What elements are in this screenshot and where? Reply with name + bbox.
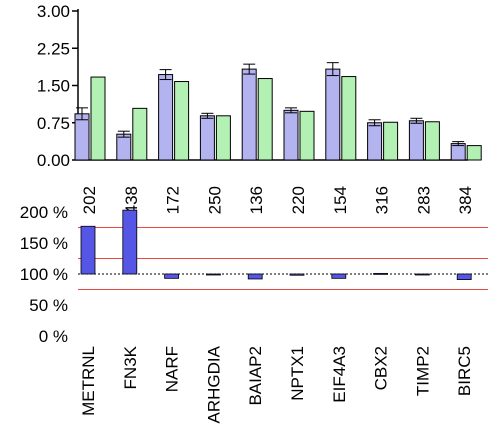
bottom-bar (414, 273, 430, 276)
bottom-y-tick-label: 0 % (39, 327, 68, 346)
count-label: 172 (164, 186, 183, 214)
count-label: 250 (205, 186, 224, 214)
count-label: 283 (414, 186, 433, 214)
top-bar-series2 (466, 145, 482, 161)
top-bar-series1 (367, 122, 383, 161)
gene-label: CBX2 (372, 346, 391, 390)
top-bar-series2 (90, 76, 106, 161)
gene-label: EIF4A3 (330, 346, 349, 403)
top-y-tick-label: 1.50 (37, 77, 70, 96)
bottom-y-tick-label: 100 % (20, 265, 68, 284)
bottom-y-tick-label: 200 % (20, 203, 68, 222)
top-bar-series1 (283, 109, 299, 161)
top-bar-series2 (215, 115, 231, 161)
top-bar-series1 (241, 68, 257, 161)
gene-label: METRNL (79, 346, 98, 416)
gene-label: ARHGDIA (204, 345, 223, 423)
gene-label: BIRC5 (455, 346, 474, 396)
top-bar-series2 (299, 110, 315, 161)
bottom-bar (247, 273, 263, 280)
count-label: 220 (289, 186, 308, 214)
count-label: 316 (373, 186, 392, 214)
top-bar-series1 (116, 133, 132, 161)
top-bar-series2 (424, 121, 440, 161)
gene-label: NPTX1 (288, 346, 307, 401)
top-y-tick-label: 3.00 (37, 2, 70, 21)
count-label: 136 (247, 186, 266, 214)
top-bar-series1 (74, 113, 90, 161)
top-bar-series2 (174, 81, 190, 161)
top-y-tick-label: 2.25 (37, 39, 70, 58)
count-label: 202 (80, 186, 99, 214)
top-y-tick-label: 0.00 (37, 151, 70, 170)
bottom-y-tick-label: 50 % (29, 296, 68, 315)
top-bar-series2 (383, 121, 399, 161)
bottom-y-tick-label: 150 % (20, 234, 68, 253)
count-label: 154 (331, 186, 350, 214)
bottom-bar (456, 273, 472, 280)
top-bar-series1 (325, 68, 341, 161)
top-bar-series2 (132, 107, 148, 161)
count-label: 438 (122, 186, 141, 214)
top-bar-series2 (257, 78, 273, 161)
bottom-bar (164, 273, 180, 279)
bottom-bar (331, 273, 347, 279)
top-bar-series1 (199, 115, 215, 161)
bottom-bar (289, 273, 305, 276)
top-bar-series1 (158, 74, 174, 161)
top-bar-series1 (408, 120, 424, 161)
bottom-bar (205, 273, 221, 276)
gene-label: TIMP2 (413, 346, 432, 396)
bottom-bar (122, 209, 138, 275)
gene-label: NARF (163, 346, 182, 392)
bottom-bar (373, 272, 389, 275)
top-y-tick-label: 0.75 (37, 114, 70, 133)
gene-label: BAIAP2 (246, 346, 265, 406)
gene-label: FN3K (121, 345, 140, 389)
count-label: 384 (456, 186, 475, 214)
top-bar-series2 (341, 76, 357, 161)
bottom-bar (80, 225, 96, 275)
